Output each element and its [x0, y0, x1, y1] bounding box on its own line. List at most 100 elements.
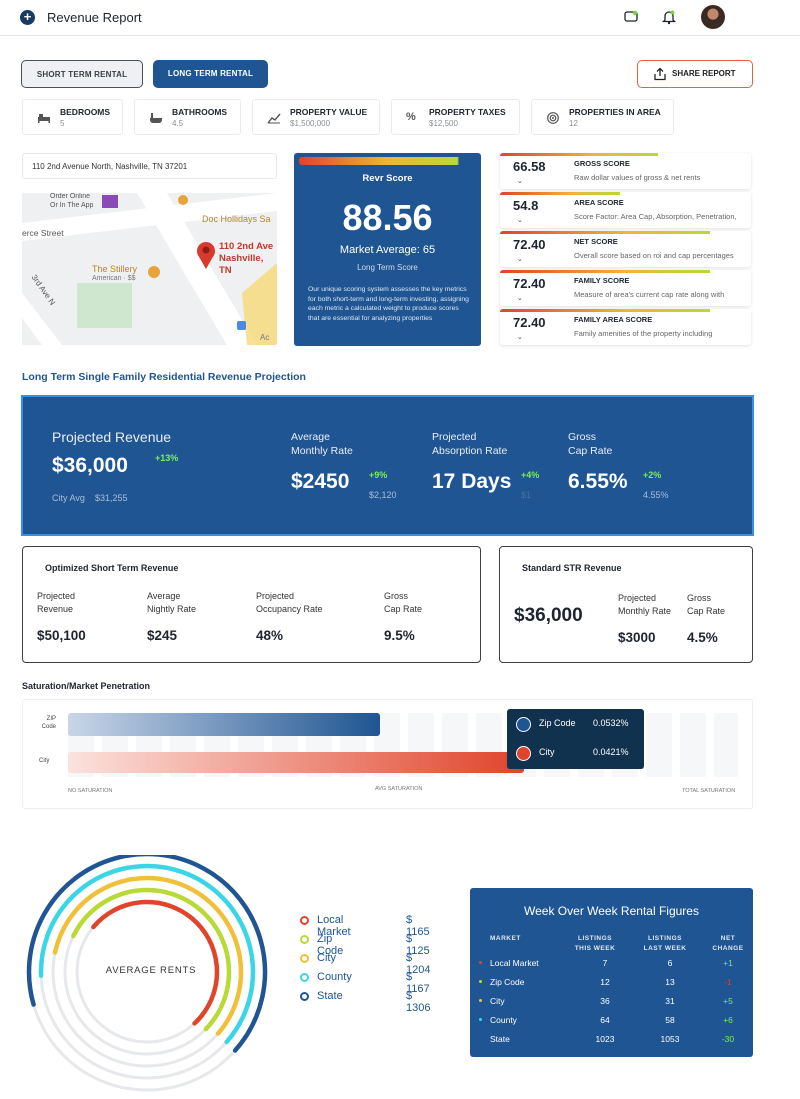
score-bar	[500, 270, 710, 273]
projection-section-title: Long Term Single Family Residential Reve…	[22, 371, 306, 383]
score-row[interactable]: 54.8 ⌄ AREA SCORE Score Factor: Area Cap, A…	[500, 192, 751, 228]
wow-header: LISTINGS LAST WEEK	[643, 935, 687, 952]
score-bar	[500, 231, 710, 234]
chevron-down-icon[interactable]: ⌄	[517, 295, 523, 302]
optimized-str-card: Optimized Short Term Revenue Projected Re…	[22, 546, 481, 663]
wow-market: County	[490, 1015, 517, 1025]
score-label: NET SCORE	[574, 237, 618, 246]
absorb-sub: $1	[521, 490, 532, 500]
map-pin-label: 110 2nd Ave Nashville, TN	[219, 241, 277, 277]
wow-header: LISTINGS THIS WEEK	[574, 935, 616, 952]
wow-net-change: -30	[721, 1034, 735, 1044]
score-row[interactable]: 72.40 ⌄ FAMILY SCORE Measure of area's curr…	[500, 270, 751, 306]
address-field[interactable]: 110 2nd Avenue North, Nashville, TN 3720…	[22, 153, 277, 179]
add-icon[interactable]: +	[20, 10, 35, 25]
zip-axis-label: ZIP Code	[40, 715, 56, 731]
score-label: GROSS SCORE	[574, 159, 630, 168]
wow-market: Local Market	[490, 958, 539, 968]
cap-label: Gross	[568, 431, 597, 443]
chevron-down-icon[interactable]: ⌄	[517, 178, 523, 185]
absorb-change: +4%	[521, 470, 540, 480]
row-color-dot	[479, 1037, 482, 1040]
card-title: Optimized Short Term Revenue	[45, 563, 179, 573]
monthly-label: Monthly Rate	[291, 445, 353, 457]
metric-label: Projected Revenue	[37, 590, 75, 616]
target-icon	[547, 112, 559, 124]
page-title: Revenue Report	[47, 10, 142, 25]
cap-change: +2%	[643, 470, 662, 480]
axis-label-line: ZIP	[46, 716, 56, 722]
score-value: 66.58	[513, 159, 546, 174]
monthly-sub: $2,120	[369, 490, 397, 500]
axis-label-line: Code	[41, 724, 56, 730]
saturation-title: Saturation/Market Penetration	[22, 681, 151, 691]
wow-this-week: 36	[600, 996, 610, 1006]
stat-value: $1,500,000	[290, 119, 331, 128]
chevron-down-icon[interactable]: ⌄	[517, 217, 523, 224]
score-desc: Family amenities of the property includi…	[574, 329, 713, 338]
long-term-rental-button[interactable]: LONG TERM RENTAL	[153, 60, 268, 88]
bell-icon[interactable]	[661, 9, 677, 25]
projection-panel[interactable]: Projected Revenue $36,000 +13% City Avg …	[21, 395, 754, 536]
score-row[interactable]: 72.40 ⌄ NET SCORE Overall score based on ro…	[500, 231, 751, 267]
top-bar: + Revenue Report	[0, 0, 800, 36]
legend-name: State	[317, 990, 343, 1002]
map[interactable]: Order Online Or In The App Doc Hollidays…	[22, 193, 277, 345]
legend-name: County	[317, 971, 352, 983]
share-report-button[interactable]: SHARE REPORT	[637, 60, 753, 88]
zip-color-dot	[516, 717, 531, 732]
rent-ring-state	[26, 855, 268, 1093]
cap-label: Cap Rate	[568, 445, 613, 457]
map-label: erce Street	[22, 228, 64, 238]
short-term-rental-button[interactable]: SHORT TERM RENTAL	[21, 60, 143, 88]
metric-label-line: Occupancy Rate	[256, 604, 323, 614]
stat-label: BATHROOMS	[172, 107, 228, 117]
avatar[interactable]	[701, 5, 725, 29]
standard-revenue: $36,000	[514, 605, 583, 626]
metric-label: Projected Monthly Rate	[618, 592, 671, 618]
legend-value: $ 1306	[406, 990, 431, 1014]
chevron-down-icon[interactable]: ⌄	[517, 334, 523, 341]
rent-ring-county	[38, 863, 256, 1081]
card-title: Standard STR Revenue	[522, 563, 622, 573]
city-avg-label: City Avg	[52, 493, 85, 503]
wow-this-week: 1023	[595, 1034, 615, 1044]
average-rents-label: AVERAGE RENTS	[105, 965, 197, 976]
score-row[interactable]: 72.40 ⌄ FAMILY AREA SCORE Family amenities …	[500, 309, 751, 345]
map-label: Order Online	[50, 193, 91, 200]
metric-label-line: Projected	[37, 591, 76, 601]
city-saturation-bar	[68, 752, 524, 773]
metric-label-line: Gross	[687, 593, 712, 603]
score-bar	[500, 309, 710, 312]
map-label: Doc Hollidays Sa	[202, 214, 271, 224]
monthly-change: +9%	[369, 470, 388, 480]
score-desc: Overall score based on roi and cap perce…	[574, 251, 734, 260]
map-label: Nashville, TN	[219, 253, 264, 276]
stat-label: PROPERTY TAXES	[429, 107, 506, 117]
city-color-dot	[516, 746, 531, 761]
legend-name: Local Market	[317, 914, 351, 938]
tooltip-name: City	[539, 747, 555, 757]
score-label: AREA SCORE	[574, 198, 624, 207]
wow-last-week: 6	[667, 958, 673, 968]
score-desc: Measure of area's current cap rate along…	[574, 290, 725, 299]
metric-value: 9.5%	[384, 628, 415, 643]
chevron-down-icon[interactable]: ⌄	[517, 256, 523, 263]
stat-value: 12	[569, 119, 578, 128]
chat-icon[interactable]	[623, 9, 639, 25]
revr-score: 88.56	[342, 197, 433, 238]
legend-ring-icon	[300, 973, 309, 982]
wow-last-week: 58	[665, 1015, 675, 1025]
stat-property-taxes: % PROPERTY TAXES $12,500	[391, 99, 520, 135]
revenue-label: Projected Revenue	[52, 429, 172, 445]
legend-name: City	[317, 952, 336, 964]
metric-value: $50,100	[37, 628, 86, 643]
map-label: Ac	[260, 333, 270, 342]
score-row[interactable]: 66.58 ⌄ GROSS SCORE Raw dollar values of gr…	[500, 153, 751, 189]
absorb-value: 17 Days	[432, 470, 512, 493]
zip-saturation-bar	[68, 713, 380, 736]
monthly-value: $2450	[291, 470, 350, 493]
score-value: 72.40	[513, 237, 546, 252]
score-label: FAMILY AREA SCORE	[574, 315, 653, 324]
score-label: FAMILY SCORE	[574, 276, 630, 285]
